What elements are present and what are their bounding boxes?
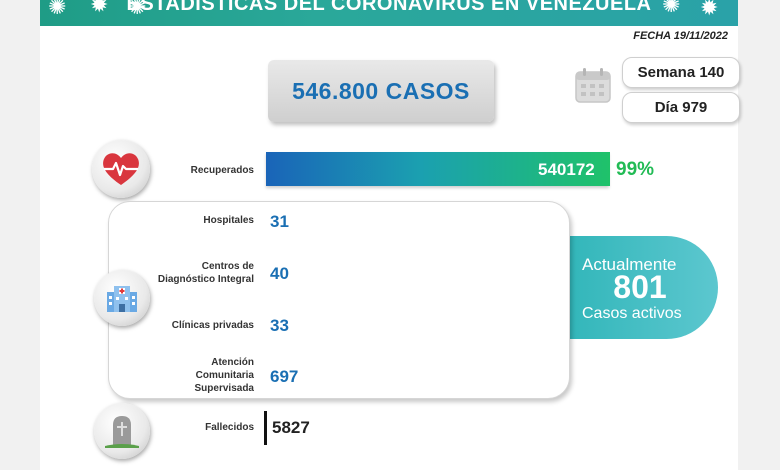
active-cases-line2: Casos activos	[582, 305, 682, 322]
active-cases-number: 801	[613, 269, 667, 305]
clinicas-label: Clínicas privadas	[171, 320, 254, 331]
clinicas-value: 33	[270, 316, 289, 335]
virus-icon: ✺	[662, 0, 681, 17]
active-cases-badge: Actualmente 801 Casos activos	[556, 236, 718, 339]
cdi-value: 40	[270, 264, 289, 283]
active-cases-line1: Actualmente	[582, 255, 677, 274]
recuperados-bar	[266, 152, 610, 186]
recuperados-percent: 99%	[616, 159, 655, 180]
virus-icon: ✹	[700, 0, 719, 20]
title-banner: ✺ ✹ ✺ ESTADÍSTICAS DEL CORONAVIRUS EN VE…	[40, 0, 738, 26]
tombstone-icon	[94, 403, 150, 459]
acs-value: 697	[270, 367, 299, 386]
day-label: Día 979	[654, 99, 708, 116]
total-cases: 546.800 CASOS	[292, 77, 470, 104]
fallecidos-value: 5827	[272, 418, 310, 437]
calendar-icon	[575, 68, 611, 103]
hospital-icon	[94, 270, 150, 326]
date-label: FECHA 19/11/2022	[633, 30, 728, 42]
page-title: ESTADÍSTICAS DEL CORONAVIRUS EN VENEZUEL…	[126, 0, 652, 15]
week-label: Semana 140	[637, 64, 725, 81]
total-cases-box: 546.800 CASOS	[268, 60, 494, 122]
virus-icon: ✹	[90, 0, 109, 17]
fallecidos-bar	[264, 411, 267, 445]
fallecidos-label: Fallecidos	[205, 422, 254, 433]
facilities-panel	[108, 201, 570, 399]
virus-icon: ✺	[48, 0, 67, 19]
recuperados-label: Recuperados	[190, 165, 254, 176]
hospitales-value: 31	[270, 212, 289, 231]
virus-icon: ✺	[128, 0, 147, 19]
day-badge: Día 979	[622, 92, 740, 123]
hospitales-label: Hospitales	[203, 215, 254, 226]
week-badge: Semana 140	[622, 57, 740, 88]
acs-label: Atención Comunitaria Supervisada	[194, 357, 254, 394]
recuperados-value: 540172	[538, 160, 595, 179]
heart-pulse-icon	[92, 140, 150, 198]
cdi-label: Centros de Diagnóstico Integral	[157, 261, 254, 285]
